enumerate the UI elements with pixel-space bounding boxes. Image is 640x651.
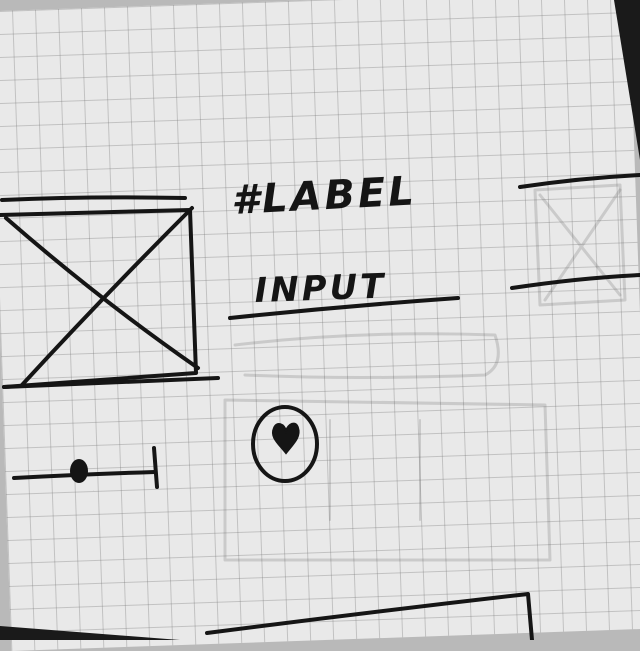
slider-thumb[interactable] [70, 459, 88, 483]
label-text: #LABEL [230, 168, 418, 224]
slider[interactable] [12, 446, 159, 489]
bleed-through [223, 183, 627, 562]
right-bottom-line [510, 273, 640, 290]
right-top-line [518, 173, 640, 189]
bottom-container [205, 592, 534, 640]
image-placeholder [0, 195, 220, 389]
favorite-button[interactable] [251, 405, 319, 483]
heart-icon [272, 422, 300, 455]
input-field[interactable]: INPUT [228, 266, 460, 320]
slider-end-tick [152, 446, 159, 489]
favorite-button-circle [251, 405, 319, 483]
input-underline [228, 296, 460, 320]
right-edge-elements [510, 173, 640, 290]
